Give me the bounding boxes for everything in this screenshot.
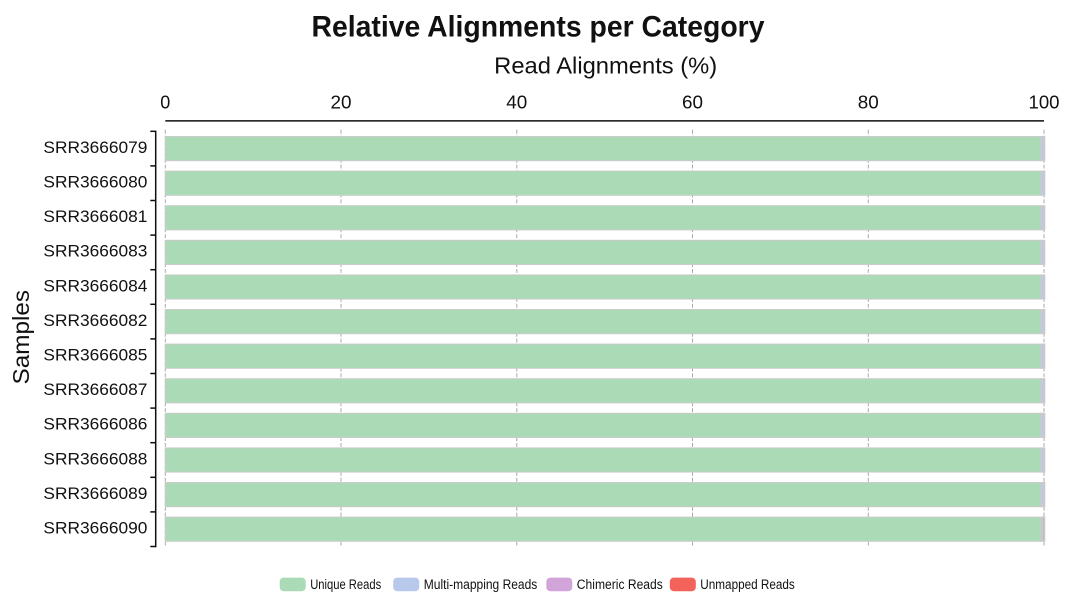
svg-text:SRR3666089: SRR3666089 [43,484,147,503]
svg-text:SRR3666084: SRR3666084 [43,276,147,295]
svg-text:SRR3666081: SRR3666081 [43,207,147,226]
svg-text:40: 40 [506,92,527,112]
svg-text:SRR3666087: SRR3666087 [43,380,147,399]
svg-text:SRR3666080: SRR3666080 [43,173,147,192]
svg-text:Unmapped Reads: Unmapped Reads [700,577,795,593]
svg-text:80: 80 [858,92,879,112]
svg-text:100: 100 [1029,92,1060,112]
svg-text:Relative Alignments per Catego: Relative Alignments per Category [312,11,765,44]
svg-text:SRR3666079: SRR3666079 [43,138,147,157]
svg-text:Chimeric Reads: Chimeric Reads [577,577,663,593]
svg-text:SRR3666082: SRR3666082 [43,311,147,330]
svg-text:Multi-mapping Reads: Multi-mapping Reads [424,577,538,593]
svg-text:SRR3666090: SRR3666090 [43,519,147,538]
svg-text:SRR3666083: SRR3666083 [43,242,147,261]
svg-text:20: 20 [331,92,352,112]
svg-text:SRR3666085: SRR3666085 [43,346,147,365]
svg-text:0: 0 [160,92,170,112]
svg-text:60: 60 [682,92,703,112]
svg-text:SRR3666088: SRR3666088 [43,449,147,468]
svg-text:Read Alignments (%): Read Alignments (%) [494,53,717,79]
svg-text:SRR3666086: SRR3666086 [43,415,147,434]
svg-text:Unique Reads: Unique Reads [310,577,381,593]
svg-text:Samples: Samples [8,290,34,385]
